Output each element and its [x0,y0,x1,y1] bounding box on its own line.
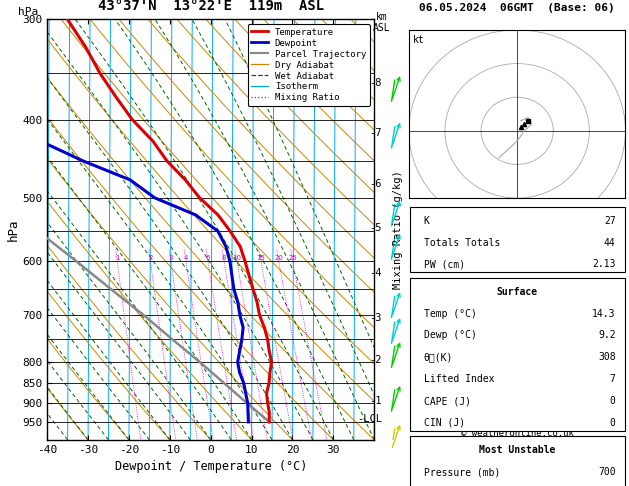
Text: 15: 15 [257,256,265,261]
Text: 10: 10 [233,256,242,261]
Text: 25: 25 [289,256,297,261]
Y-axis label: hPa: hPa [6,218,19,241]
Text: -2: -2 [370,355,382,364]
Text: Pressure (mb): Pressure (mb) [423,467,500,477]
Text: 700: 700 [598,467,616,477]
Text: 20: 20 [274,256,283,261]
Bar [410,278,625,431]
Text: 43°37'N  13°22'E  119m  ASL: 43°37'N 13°22'E 119m ASL [97,0,324,13]
Text: hPa: hPa [18,7,38,17]
Legend: Temperature, Dewpoint, Parcel Trajectory, Dry Adiabat, Wet Adiabat, Isotherm, Mi: Temperature, Dewpoint, Parcel Trajectory… [248,24,370,106]
Text: Mixing Ratio (g/kg): Mixing Ratio (g/kg) [393,170,403,289]
Text: K: K [423,216,430,226]
Text: 27: 27 [604,216,616,226]
Text: 4: 4 [184,256,188,261]
Text: Surface: Surface [497,287,538,297]
Text: km
ASL: km ASL [373,12,391,34]
Text: 1: 1 [115,256,120,261]
Text: kt: kt [413,35,425,45]
Text: 14.3: 14.3 [592,309,616,319]
Text: -4: -4 [370,268,382,278]
Text: © weatheronline.co.uk: © weatheronline.co.uk [461,429,574,438]
Text: -8: -8 [370,78,382,88]
Text: CIN (J): CIN (J) [423,418,465,428]
Text: 9.2: 9.2 [598,330,616,341]
Text: 2.13: 2.13 [592,260,616,269]
Text: 3: 3 [169,256,173,261]
Text: PW (cm): PW (cm) [423,260,465,269]
Text: 6: 6 [206,256,210,261]
X-axis label: Dewpoint / Temperature (°C): Dewpoint / Temperature (°C) [114,460,307,473]
Text: θᴄ(K): θᴄ(K) [423,352,453,363]
Text: -LCL: -LCL [357,414,382,424]
Text: Temp (°C): Temp (°C) [423,309,476,319]
Text: -1: -1 [370,396,382,406]
Text: Totals Totals: Totals Totals [423,238,500,247]
Bar [410,436,625,486]
Text: 0: 0 [610,396,616,406]
Text: CAPE (J): CAPE (J) [423,396,470,406]
Text: -6: -6 [370,178,382,189]
Text: Lifted Index: Lifted Index [423,374,494,384]
Text: 06.05.2024  06GMT  (Base: 06): 06.05.2024 06GMT (Base: 06) [420,3,615,13]
Text: -3: -3 [370,313,382,323]
Text: 0: 0 [610,418,616,428]
Text: Dewp (°C): Dewp (°C) [423,330,476,341]
Text: 7: 7 [610,374,616,384]
Text: -5: -5 [370,223,382,233]
Bar [410,207,625,272]
Text: 44: 44 [604,238,616,247]
Text: 8: 8 [222,256,226,261]
Text: 308: 308 [598,352,616,363]
Text: 2: 2 [148,256,153,261]
Text: -7: -7 [370,128,382,138]
Text: Most Unstable: Most Unstable [479,445,555,455]
